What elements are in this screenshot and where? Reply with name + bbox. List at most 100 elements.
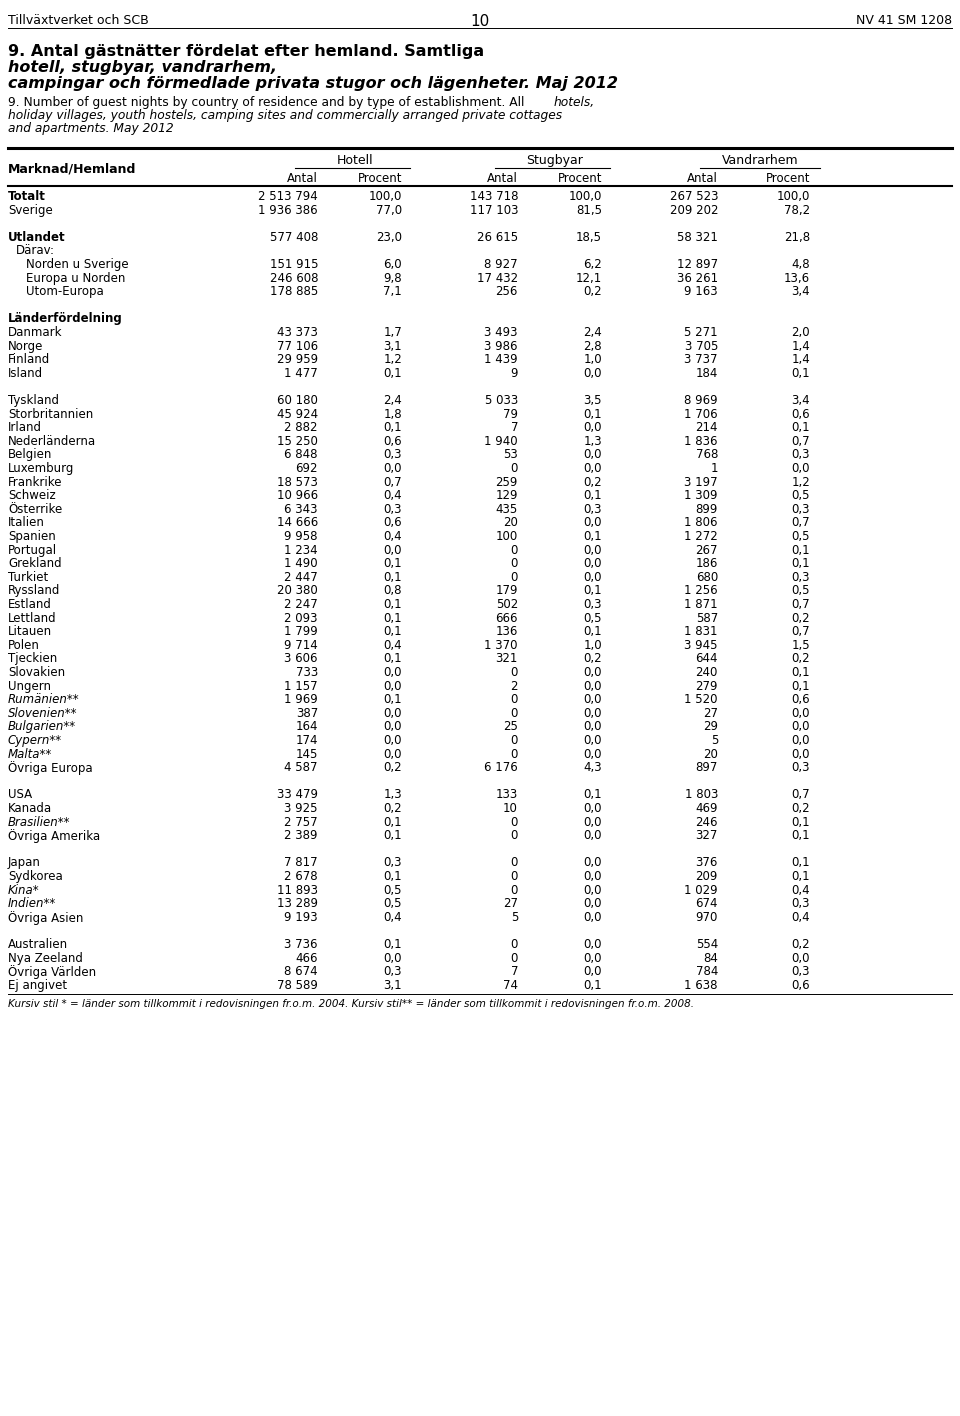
Text: 3,4: 3,4 [791,285,810,299]
Text: Utom-Europa: Utom-Europa [26,285,104,299]
Text: 0,1: 0,1 [383,694,402,707]
Text: 143 718: 143 718 [469,190,518,202]
Text: 29 959: 29 959 [276,353,318,367]
Text: Kanada: Kanada [8,801,52,816]
Text: 60 180: 60 180 [277,394,318,406]
Text: 0,1: 0,1 [383,816,402,828]
Text: 0,0: 0,0 [584,952,602,964]
Text: 18 573: 18 573 [277,476,318,489]
Text: 0,7: 0,7 [791,789,810,801]
Text: 100,0: 100,0 [369,190,402,202]
Text: 0,0: 0,0 [584,571,602,583]
Text: Irland: Irland [8,421,42,435]
Text: Nya Zeeland: Nya Zeeland [8,952,83,964]
Text: 1 234: 1 234 [284,544,318,556]
Text: 0,2: 0,2 [584,285,602,299]
Text: 0,3: 0,3 [584,598,602,610]
Text: 0,0: 0,0 [584,666,602,680]
Text: 29: 29 [703,721,718,733]
Text: 0: 0 [511,462,518,474]
Text: 0,7: 0,7 [791,435,810,447]
Text: 0,7: 0,7 [383,476,402,489]
Text: 25: 25 [503,721,518,733]
Text: 58 321: 58 321 [677,231,718,244]
Text: 0,1: 0,1 [791,544,810,556]
Text: Spanien: Spanien [8,530,56,542]
Text: Kina*: Kina* [8,884,39,896]
Text: 145: 145 [296,748,318,760]
Text: Slovakien: Slovakien [8,666,65,680]
Text: Sydkorea: Sydkorea [8,869,62,884]
Text: 469: 469 [695,801,718,816]
Text: Slovenien**: Slovenien** [8,707,78,719]
Text: 435: 435 [495,503,518,515]
Text: 7,1: 7,1 [383,285,402,299]
Text: 3,5: 3,5 [584,394,602,406]
Text: 1 836: 1 836 [684,435,718,447]
Text: 0,0: 0,0 [791,707,810,719]
Text: 10: 10 [470,14,490,28]
Text: 279: 279 [695,680,718,692]
Text: 0,5: 0,5 [383,884,402,896]
Text: 256: 256 [495,285,518,299]
Text: 0,0: 0,0 [584,884,602,896]
Text: 0,5: 0,5 [791,530,810,542]
Text: 11 893: 11 893 [277,884,318,896]
Text: 6,2: 6,2 [584,258,602,270]
Text: Tyskland: Tyskland [8,394,59,406]
Text: Övriga Amerika: Övriga Amerika [8,830,100,843]
Text: 0,0: 0,0 [584,898,602,910]
Text: Övriga Världen: Övriga Världen [8,966,96,980]
Text: Polen: Polen [8,639,40,651]
Text: 0,3: 0,3 [791,503,810,515]
Text: 0,1: 0,1 [383,367,402,379]
Text: 9 163: 9 163 [684,285,718,299]
Text: 0,0: 0,0 [584,421,602,435]
Text: 3 986: 3 986 [485,340,518,353]
Text: 20 380: 20 380 [277,585,318,598]
Text: 1 969: 1 969 [284,694,318,707]
Text: Antal: Antal [687,171,718,185]
Text: 9 714: 9 714 [284,639,318,651]
Text: 0: 0 [511,748,518,760]
Text: 0,1: 0,1 [791,367,810,379]
Text: 0: 0 [511,544,518,556]
Text: 2,0: 2,0 [791,326,810,338]
Text: hotels,: hotels, [554,96,595,109]
Text: 0,0: 0,0 [584,721,602,733]
Text: 554: 554 [696,937,718,952]
Text: 376: 376 [696,857,718,869]
Text: 8 674: 8 674 [284,966,318,978]
Text: 0,0: 0,0 [584,816,602,828]
Text: 502: 502 [495,598,518,610]
Text: 0,4: 0,4 [791,884,810,896]
Text: 680: 680 [696,571,718,583]
Text: 1,7: 1,7 [383,326,402,338]
Text: 2 882: 2 882 [284,421,318,435]
Text: 0,0: 0,0 [383,748,402,760]
Text: 1 638: 1 638 [684,978,718,991]
Text: 1 520: 1 520 [684,694,718,707]
Text: Ungern: Ungern [8,680,51,692]
Text: 0,2: 0,2 [383,762,402,775]
Text: 3,1: 3,1 [383,340,402,353]
Text: 1: 1 [710,462,718,474]
Text: 77,0: 77,0 [376,204,402,217]
Text: 0,4: 0,4 [791,910,810,923]
Text: 15 250: 15 250 [277,435,318,447]
Text: 246 608: 246 608 [270,272,318,285]
Text: 0: 0 [511,857,518,869]
Text: 0,0: 0,0 [584,910,602,923]
Text: 77 106: 77 106 [276,340,318,353]
Text: 1 936 386: 1 936 386 [258,204,318,217]
Text: 0,3: 0,3 [383,966,402,978]
Text: Utlandet: Utlandet [8,231,65,244]
Text: 0,0: 0,0 [584,517,602,530]
Text: 0,1: 0,1 [383,612,402,624]
Text: 3 945: 3 945 [684,639,718,651]
Text: 1 439: 1 439 [485,353,518,367]
Text: 2: 2 [511,680,518,692]
Text: Procent: Procent [765,171,810,185]
Text: 45 924: 45 924 [276,408,318,421]
Text: 1,0: 1,0 [584,639,602,651]
